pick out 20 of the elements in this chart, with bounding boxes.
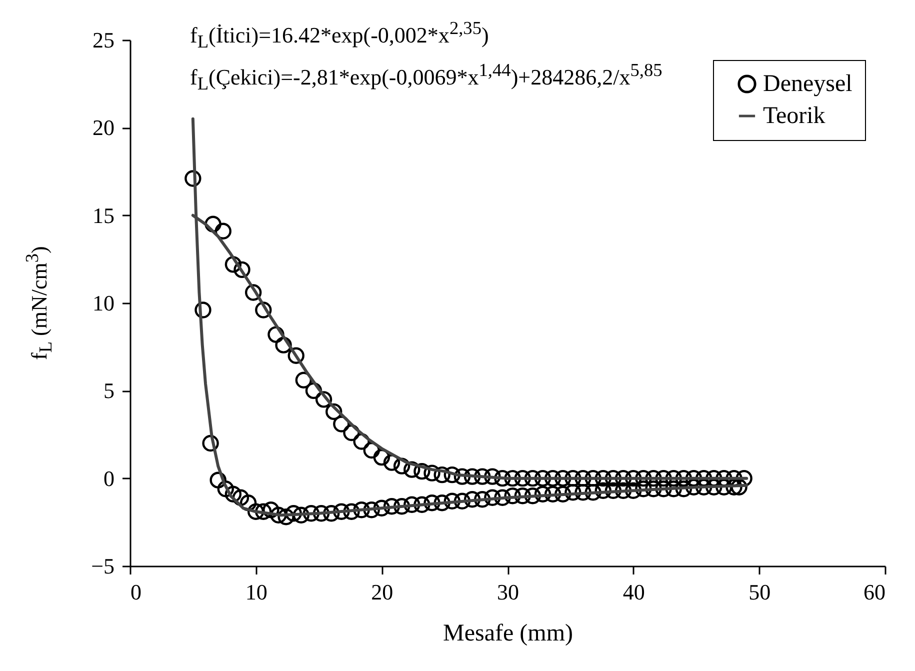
legend-label: Teorik xyxy=(763,103,826,129)
y-tick-label: 5 xyxy=(104,378,114,404)
x-tick-label: 50 xyxy=(748,580,771,604)
x-tick-label: 40 xyxy=(622,580,645,604)
annotation: f$_{L}$(İtici)=16.42*exp(-0,002*x$^{2,35}$) xyxy=(190,18,489,53)
x-axis-title: Mesafe (mm) xyxy=(443,620,573,646)
x-tick-label: 30 xyxy=(497,580,519,604)
x-tick-label: 10 xyxy=(245,580,268,604)
y-tick-label: 10 xyxy=(92,290,114,316)
x-tick-label: 60 xyxy=(864,580,886,604)
x-tick-label: 20 xyxy=(371,580,394,604)
line-series xyxy=(191,117,748,517)
y-tick-label: −5 xyxy=(91,554,114,578)
y-tick-label: 15 xyxy=(92,202,114,228)
x-tick-label: 0 xyxy=(130,580,142,604)
y-tick-label: 20 xyxy=(92,115,114,140)
annotation: f$_{L}$(Çekici)=-2,81*exp(-0,0069*x$^{1,44}$)+284286,2/x$^{5,85}$ xyxy=(190,60,662,95)
y-tick-label: 0 xyxy=(104,466,114,491)
legend-label: Deneysel xyxy=(763,71,853,97)
y-tick-label: 25 xyxy=(92,28,114,52)
